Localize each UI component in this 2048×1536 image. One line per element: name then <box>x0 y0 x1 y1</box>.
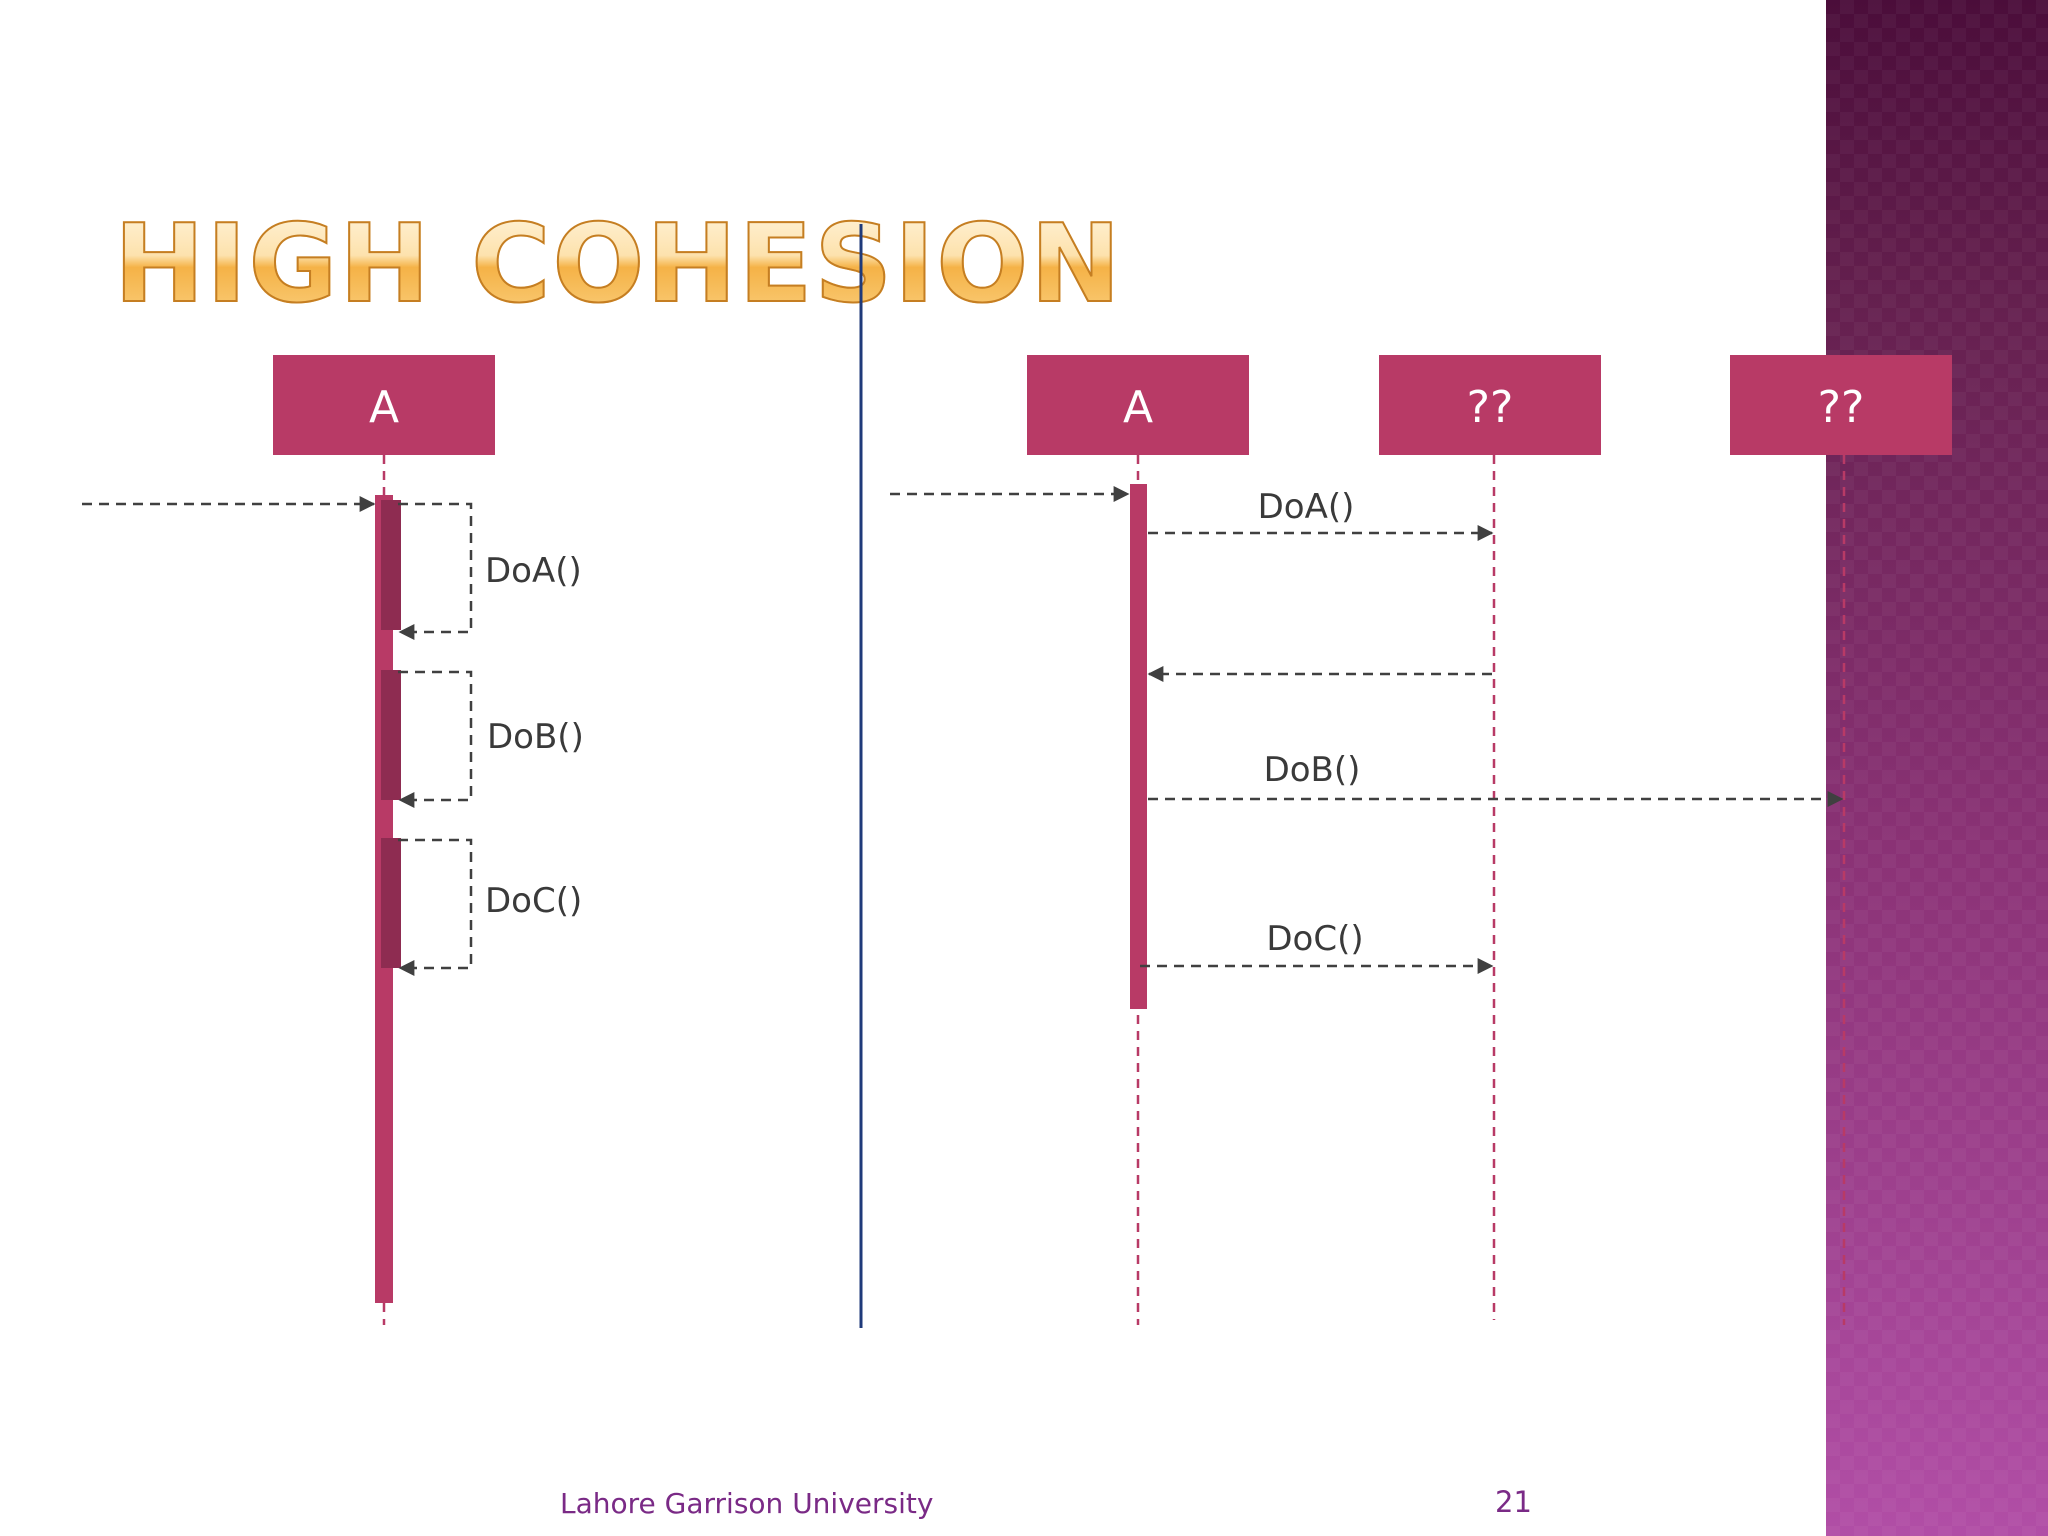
right-sequence-diagram: A ?? ?? DoA() DoB() DoC() <box>890 355 1952 1325</box>
slide-title: HIGH COHESION <box>113 202 1123 327</box>
self-call-label-doa: DoA() <box>485 551 582 591</box>
footer-university-name: Lahore Garrison University <box>560 1487 934 1520</box>
lifeline-head-a-left: A <box>273 355 495 455</box>
self-call-label-dob: DoB() <box>487 717 584 757</box>
lifeline-head-a-right: A <box>1027 355 1249 455</box>
lifeline-label-a-right: A <box>1123 382 1153 433</box>
footer-page-number: 21 <box>1495 1485 1532 1519</box>
lifeline-label-a-left: A <box>369 382 399 433</box>
nested-activation-doa <box>381 500 401 630</box>
lifeline-label-unknown-2: ?? <box>1818 382 1865 433</box>
message-label-doa: DoA() <box>1258 487 1355 527</box>
self-call-arrow-doa <box>398 502 473 640</box>
message-label-doc: DoC() <box>1266 919 1363 959</box>
nested-activation-doc <box>381 838 401 968</box>
self-call-arrow-dob <box>398 670 473 808</box>
left-sequence-diagram: A DoA() DoB() DoC() <box>82 355 584 1325</box>
activation-bar-a-right <box>1130 484 1147 1009</box>
self-call-arrow-doc <box>398 838 473 976</box>
decorative-side-band <box>1826 0 2048 1536</box>
nested-activation-dob <box>381 670 401 800</box>
lifeline-head-unknown-1: ?? <box>1379 355 1601 455</box>
lifeline-head-unknown-2: ?? <box>1730 355 1952 455</box>
message-label-dob: DoB() <box>1264 750 1361 790</box>
lifeline-label-unknown-1: ?? <box>1467 382 1514 433</box>
self-call-label-doc: DoC() <box>485 881 582 921</box>
